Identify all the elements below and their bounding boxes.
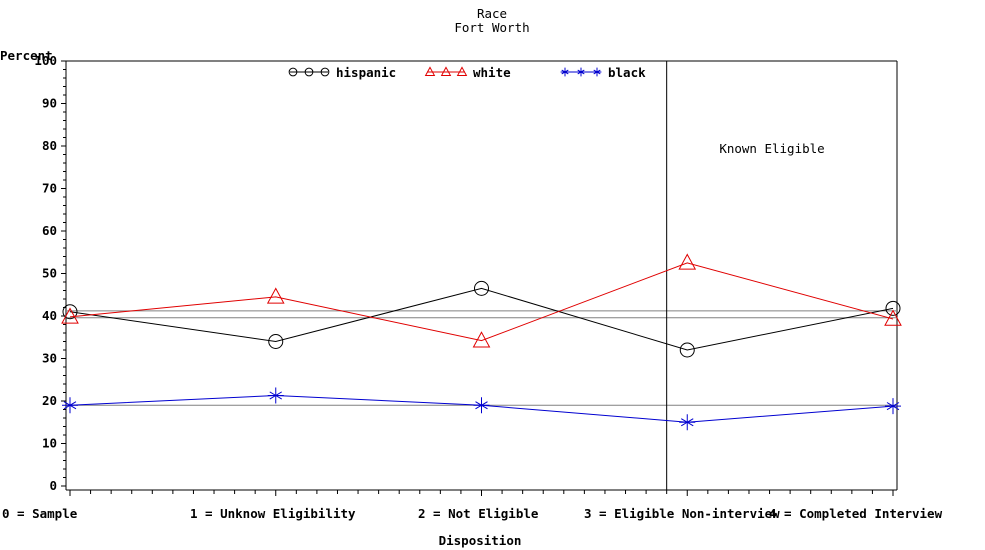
series-group xyxy=(61,253,902,431)
y-tick-label: 80 xyxy=(42,138,57,153)
marker-star xyxy=(560,67,570,77)
x-tick-label: 2 = Not Eligible xyxy=(418,506,539,521)
marker-triangle xyxy=(678,253,697,270)
legend-label: hispanic xyxy=(336,65,396,80)
series-white xyxy=(61,253,902,348)
marker-star xyxy=(679,414,696,431)
marker-circle xyxy=(679,342,695,358)
y-tick-label: 100 xyxy=(34,53,57,68)
series-black xyxy=(62,387,901,431)
x-tick-label: 0 = Sample xyxy=(2,506,78,521)
marker-circle xyxy=(474,280,489,296)
chart-subtitle: Fort Worth xyxy=(454,20,529,35)
marker-circle xyxy=(288,67,298,77)
series-line-white xyxy=(69,262,894,342)
legend-label: black xyxy=(608,65,646,80)
marker-star xyxy=(62,397,78,414)
y-tick-label: 10 xyxy=(42,436,57,451)
chart-title: Race xyxy=(477,6,507,21)
y-tick-label: 0 xyxy=(49,478,57,493)
legend-item-hispanic: hispanic xyxy=(288,65,396,80)
marker-circle xyxy=(268,334,284,349)
marker-triangle xyxy=(440,66,452,76)
series-line-hispanic xyxy=(69,287,894,351)
marker-triangle xyxy=(472,331,491,348)
x-tick-label: 1 = Unknow Eligibility xyxy=(190,506,356,521)
annotation-known-eligible: Known Eligible xyxy=(719,141,824,156)
y-tick-label: 30 xyxy=(42,351,57,366)
marker-circle xyxy=(304,67,314,77)
marker-star xyxy=(885,398,901,415)
marker-triangle xyxy=(424,66,436,76)
y-axis-label: Percent xyxy=(0,48,53,63)
marker-triangle xyxy=(61,307,79,324)
legend-item-black: black xyxy=(560,65,646,80)
y-axis: 0 10 20 30 40 50 60 70 80 90 100 xyxy=(34,53,66,493)
y-tick-label: 90 xyxy=(42,96,57,111)
marker-star xyxy=(576,67,586,77)
legend-label: white xyxy=(473,65,511,80)
x-axis-label: Disposition xyxy=(439,533,522,548)
legend: hispanic white black xyxy=(288,65,646,80)
y-tick-label: 40 xyxy=(42,308,57,323)
marker-triangle xyxy=(884,309,902,326)
marker-circle xyxy=(885,300,901,316)
marker-star xyxy=(473,397,490,414)
y-tick-label: 50 xyxy=(42,266,57,281)
reference-lines xyxy=(66,61,897,490)
y-tick-label: 60 xyxy=(42,223,57,238)
y-tick-label: 70 xyxy=(42,181,57,196)
marker-circle xyxy=(320,67,330,77)
marker-circle xyxy=(62,304,78,320)
legend-item-white: white xyxy=(424,65,511,80)
x-tick-label: 4 = Completed Interview xyxy=(769,506,943,521)
x-tick-label: 3 = Eligible Non-interview xyxy=(584,506,780,521)
marker-triangle xyxy=(456,66,468,76)
x-axis: 0 = Sample 1 = Unknow Eligibility 2 = Not … xyxy=(2,490,943,521)
plot-frame xyxy=(65,60,898,491)
marker-star xyxy=(267,387,284,404)
marker-star xyxy=(592,67,602,77)
marker-triangle xyxy=(266,287,285,304)
series-hispanic xyxy=(62,280,901,358)
y-tick-label: 20 xyxy=(42,393,57,408)
